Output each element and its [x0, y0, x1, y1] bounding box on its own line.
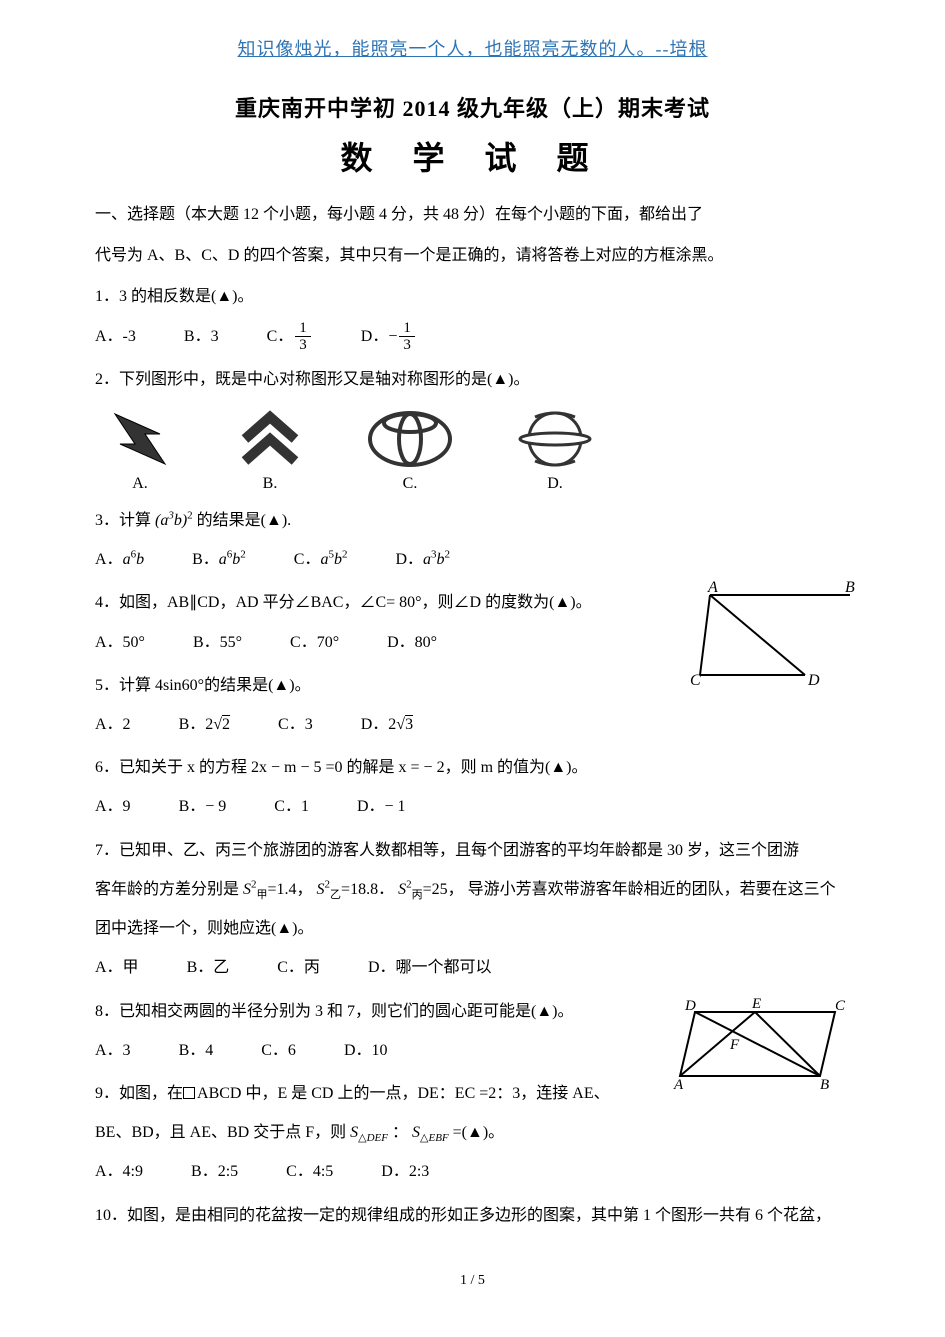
q9-opt-a: A．4:9	[95, 1154, 143, 1189]
question-7-l2: 客年龄的方差分别是 S2甲=1.4， S2乙=18.8． S2丙=25， 导游小…	[95, 872, 850, 907]
q3-opt-d: D．a3b2	[395, 542, 450, 577]
q7-opt-b: B．乙	[187, 950, 230, 985]
question-7-l1: 7．已知甲、乙、丙三个旅游团的游客人数都相等，且每个团游客的平均年龄都是 30 …	[95, 833, 850, 868]
exam-title-line1: 重庆南开中学初 2014 级九年级（上）期末考试	[95, 91, 850, 123]
citroen-logo-icon	[235, 409, 305, 469]
q9-parallelogram-figure: A B C D E F	[670, 994, 860, 1094]
q5-opt-d: D．2√3	[361, 707, 413, 742]
q1-opt-d: D．−13	[361, 319, 417, 354]
q4-opt-a: A．50°	[95, 625, 145, 660]
q6-opt-d: D．− 1	[357, 789, 406, 824]
question-9-l2: BE、BD，且 AE、BD 交于点 F，则 S△DEF ： S△EBF =(▲)…	[95, 1115, 850, 1150]
q1-opt-c: C．13	[267, 319, 313, 354]
q5-opt-c: C．3	[278, 707, 313, 742]
q8-opt-b: B．4	[179, 1033, 214, 1068]
svg-text:F: F	[729, 1037, 740, 1053]
toyota-logo-icon	[365, 409, 455, 469]
q7-opt-a: A．甲	[95, 950, 139, 985]
q3-opt-a: A．a6b	[95, 542, 144, 577]
q5-opt-b: B．2√2	[179, 707, 230, 742]
question-1: 1．3 的相反数是(▲)。	[95, 279, 850, 314]
question-2-figures: A. B. C. D.	[95, 409, 850, 493]
q5-opt-a: A．2	[95, 707, 131, 742]
q7-opt-c: C．丙	[277, 950, 320, 985]
section-instructions-l2: 代号为 A、B、C、D 的四个答案，其中只有一个是正确的，请将答卷上对应的方框涂…	[95, 238, 850, 273]
svg-text:C: C	[835, 998, 846, 1014]
q2-logo-a: A.	[105, 409, 175, 493]
q4-opt-b: B．55°	[193, 625, 242, 660]
q4-opt-d: D．80°	[387, 625, 437, 660]
svg-text:E: E	[751, 996, 761, 1012]
q1-opt-a: A．-3	[95, 319, 136, 354]
q7-opt-d: D．哪一个都可以	[368, 950, 492, 985]
parallelogram-symbol-icon	[183, 1087, 195, 1099]
header-quote: 知识像烛光，能照亮一个人，也能照亮无数的人。--培根	[95, 35, 850, 61]
q9-opt-d: D．2:3	[381, 1154, 429, 1189]
q8-opt-a: A．3	[95, 1033, 131, 1068]
q8-opt-d: D．10	[344, 1033, 388, 1068]
svg-text:B: B	[845, 580, 855, 596]
q6-opt-c: C．1	[274, 789, 309, 824]
q1-opt-b: B．3	[184, 319, 219, 354]
question-10: 10．如图，是由相同的花盆按一定的规律组成的形如正多边形的图案，其中第 1 个图…	[95, 1198, 850, 1233]
question-3: 3．计算 (a3b)2 的结果是(▲).	[95, 503, 850, 538]
q8-opt-c: C．6	[261, 1033, 296, 1068]
question-5: 5．计算 4sin60°的结果是(▲)。	[95, 668, 850, 703]
q9-opt-b: B．2:5	[191, 1154, 238, 1189]
q4-opt-c: C．70°	[290, 625, 339, 660]
q9-opt-c: C．4:5	[286, 1154, 333, 1189]
question-6-options: A．9 B．− 9 C．1 D．− 1	[95, 789, 850, 824]
section-instructions-l1: 一、选择题（本大题 12 个小题，每小题 4 分，共 48 分）在每个小题的下面…	[95, 197, 850, 232]
question-3-options: A．a6b B．a6b2 C．a5b2 D．a3b2	[95, 542, 850, 577]
svg-text:A: A	[673, 1077, 684, 1093]
svg-text:B: B	[820, 1077, 829, 1093]
svg-text:A: A	[707, 580, 718, 596]
q3-opt-b: B．a6b2	[192, 542, 246, 577]
suzuki-logo-icon	[105, 409, 175, 469]
question-6: 6．已知关于 x 的方程 2x − m − 5 =0 的解是 x = − 2，则…	[95, 750, 850, 785]
q2-logo-b: B.	[235, 409, 305, 493]
question-2: 2．下列图形中，既是中心对称图形又是轴对称图形的是(▲)。	[95, 362, 850, 397]
question-9-options: A．4:9 B．2:5 C．4:5 D．2:3	[95, 1154, 850, 1189]
question-7-options: A．甲 B．乙 C．丙 D．哪一个都可以	[95, 950, 850, 985]
page-footer: 1 / 5	[95, 1273, 850, 1289]
question-5-options: A．2 B．2√2 C．3 D．2√3	[95, 707, 850, 742]
q2-logo-d: D.	[515, 409, 595, 493]
q2-logo-c: C.	[365, 409, 455, 493]
exam-title-line2: 数 学 试 题	[95, 133, 850, 179]
q3-opt-c: C．a5b2	[294, 542, 348, 577]
circle-bar-logo-icon	[515, 409, 595, 469]
svg-text:D: D	[684, 998, 696, 1014]
q6-opt-a: A．9	[95, 789, 131, 824]
question-7-l3: 团中选择一个，则她应选(▲)。	[95, 911, 850, 946]
q6-opt-b: B．− 9	[179, 789, 227, 824]
question-1-options: A．-3 B．3 C．13 D．−13	[95, 319, 850, 354]
